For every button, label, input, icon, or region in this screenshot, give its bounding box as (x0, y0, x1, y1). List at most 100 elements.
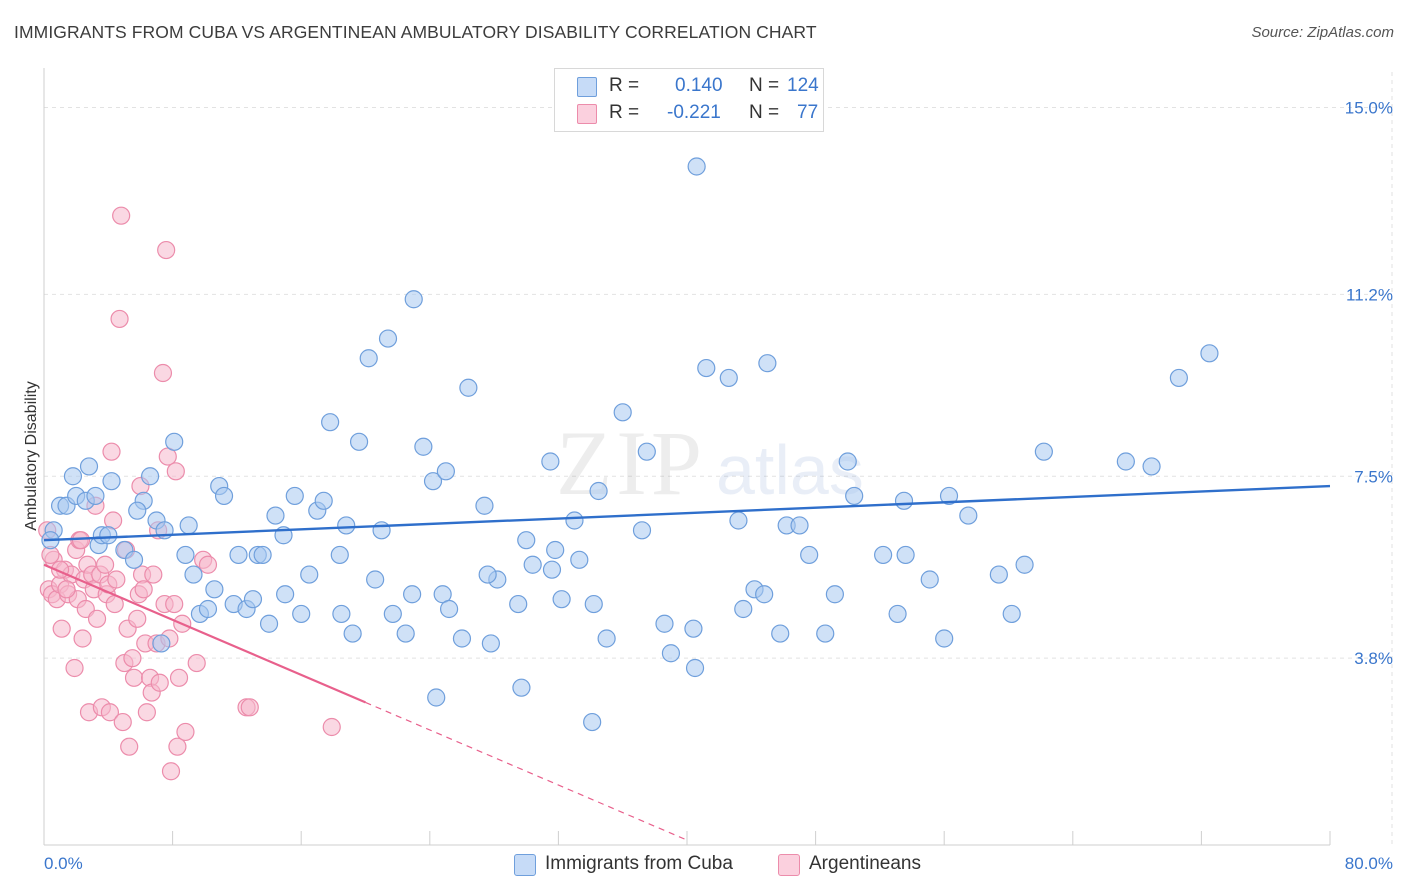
cuba-point (541, 452, 560, 471)
cuba-point (321, 413, 340, 432)
cuba-point (436, 462, 455, 481)
legend-n-value-cuba: 124 (787, 75, 819, 96)
argentineans-point (110, 309, 129, 329)
argentineans-point (112, 206, 131, 225)
cuba-point (396, 624, 415, 643)
cuba-point (330, 545, 349, 565)
argentineans-point (57, 580, 76, 599)
cuba-point (758, 354, 777, 373)
argentineans-point (87, 609, 107, 628)
cuba-point (1116, 452, 1135, 471)
cuba-point (771, 624, 790, 643)
cuba-point (259, 614, 279, 633)
cuba-point (102, 472, 121, 491)
gridlines (44, 72, 1393, 845)
cuba-point (79, 457, 99, 476)
series-legend: Immigrants from Cuba Argentineans (0, 852, 1406, 878)
legend-r-label: R = (609, 75, 640, 96)
argentineans-point (168, 737, 187, 756)
legend-r-value-argentineans: -0.221 (667, 102, 721, 123)
y-axis-title: Ambulatory Disability (23, 381, 40, 530)
cuba-point (276, 585, 295, 604)
cuba-point (1034, 442, 1053, 461)
cuba-point (542, 560, 562, 579)
argentineans-point (165, 594, 184, 614)
cuba-point (427, 688, 446, 707)
cuba-point (552, 590, 571, 609)
cuba-point (546, 540, 565, 560)
cuba-point (719, 368, 738, 388)
cuba-point (140, 467, 160, 486)
argentineans-point (144, 565, 163, 584)
y-tick-label: 3.8% (1354, 649, 1393, 668)
cuba-point (939, 486, 959, 506)
cuba-point (383, 604, 402, 624)
trendlines (43, 484, 1331, 841)
argentineans-point (161, 762, 181, 781)
argentineans-point (73, 629, 92, 648)
tick-labels: 3.8% 7.5% 11.2% 15.0% 0.0% 80.0% (44, 99, 1393, 874)
axes (43, 68, 1331, 846)
cuba-point (366, 570, 385, 589)
cuba-point (1200, 344, 1219, 363)
argentineans-point (240, 698, 259, 717)
cuba-point (152, 634, 171, 653)
cuba-point (685, 658, 705, 678)
argentineans-point (153, 363, 173, 383)
cuba-point (349, 432, 369, 451)
legend-n-value-argentineans: 77 (797, 102, 819, 123)
argentineans-point (187, 653, 206, 673)
cuba-point (755, 585, 774, 604)
cuba-point (896, 545, 915, 565)
cuba-point (165, 432, 184, 451)
argentineans-point (52, 619, 71, 638)
argentineans-point (157, 240, 176, 260)
cuba-point (459, 378, 478, 397)
argentineans-point (120, 737, 139, 756)
cuba-point (478, 565, 497, 584)
cuba-point (1015, 555, 1034, 574)
legend-n-label: N = (749, 75, 780, 96)
cuba-point (124, 550, 144, 569)
argentineans-trendline-extension (365, 701, 688, 841)
cuba-point (512, 678, 531, 697)
cuba-point (589, 481, 608, 501)
argentineans-point (322, 717, 341, 737)
legend-label-argentineans: Argentineans (809, 853, 921, 874)
cuba-point (378, 329, 398, 348)
cuba-point (300, 565, 319, 584)
cuba-point (404, 290, 423, 309)
argentineans-point (71, 531, 91, 550)
argentineans-trendline (43, 563, 366, 704)
cuba-trendline (43, 484, 1331, 542)
cuba-point (205, 580, 224, 599)
y-tick-label: 7.5% (1354, 467, 1393, 486)
cuba-point (214, 486, 234, 506)
cuba-point (452, 629, 472, 648)
cuba-point (403, 585, 422, 604)
legend-n-label: N = (749, 102, 780, 123)
cuba-point (790, 516, 809, 535)
argentineans-point (166, 462, 185, 481)
watermark-atlas: atlas (716, 431, 864, 509)
legend-r-value-cuba: 0.140 (675, 75, 723, 96)
argentineans-point (198, 555, 218, 574)
argentineans-point (137, 703, 156, 722)
cuba-point (509, 594, 528, 614)
legend-swatch-pink (577, 104, 597, 124)
cuba-point (359, 349, 378, 368)
cuba-point (734, 599, 753, 619)
cuba-point (825, 585, 844, 604)
cuba-point (372, 521, 391, 540)
cuba-point (343, 624, 362, 643)
cuba-point (888, 604, 907, 624)
x-tick-label: 0.0% (44, 854, 83, 873)
cuba-point (266, 506, 285, 525)
argentineans-point (128, 609, 147, 628)
argentineans-point (100, 703, 120, 722)
cuba-point (423, 472, 443, 491)
cuba-point (687, 157, 706, 176)
cuba-point (655, 614, 674, 633)
cuba-point (597, 629, 616, 648)
